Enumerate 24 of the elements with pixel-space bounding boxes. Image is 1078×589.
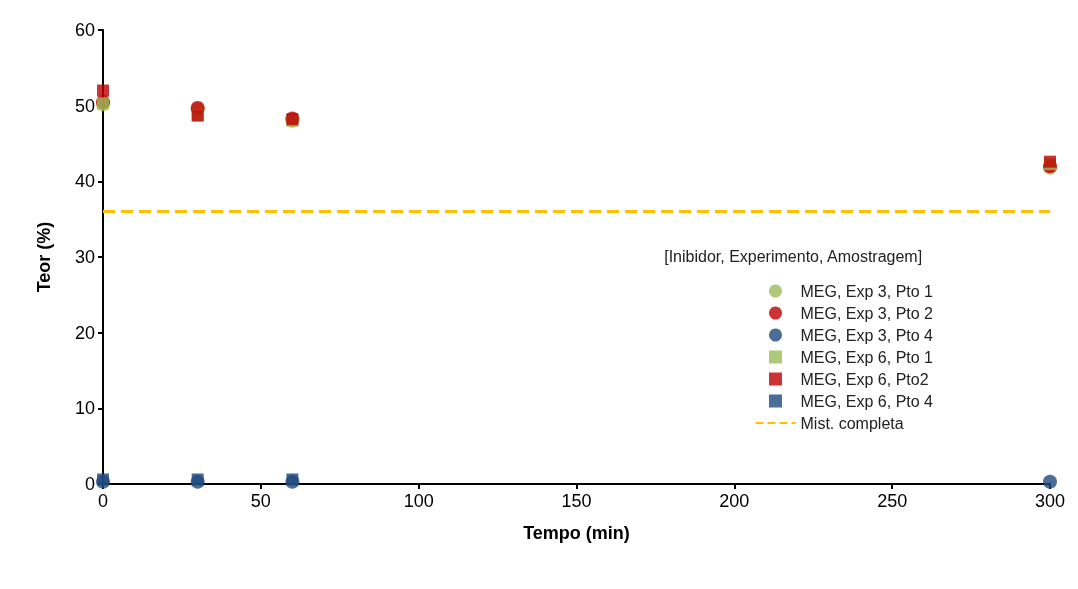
legend-label: MEG, Exp 3, Pto 4 [800, 326, 934, 344]
y-axis-title: Teor (%) [34, 221, 54, 293]
x-tick-label: 0 [97, 491, 109, 511]
legend-label: MEG, Exp 6, Pto 4 [800, 392, 934, 410]
x-tick-label: 150 [561, 491, 592, 511]
x-tick-label: 100 [403, 491, 434, 511]
x-tick-label: 250 [877, 491, 908, 511]
legend-label: MEG, Exp 3, Pto 1 [800, 282, 934, 300]
legend-label: MEG, Exp 6, Pto2 [800, 370, 929, 388]
legend-label: Mist. completa [800, 414, 904, 432]
legend-label: MEG, Exp 3, Pto 2 [800, 304, 934, 322]
y-tick-label: 30 [74, 247, 95, 267]
legend-title: [Inibidor, Experimento, Amostragem] [664, 247, 923, 265]
y-tick-label: 40 [74, 171, 95, 192]
x-axis-title: Tempo (min) [523, 523, 630, 543]
x-tick-label: 50 [250, 491, 271, 511]
x-tick-label: 200 [719, 491, 750, 511]
legend-label: MEG, Exp 6, Pto 1 [800, 348, 934, 366]
y-tick-label: 10 [74, 398, 95, 419]
x-tick-label: 300 [1034, 491, 1066, 511]
y-tick-label: 20 [74, 322, 95, 343]
y-tick-label: 0 [84, 474, 95, 494]
y-tick-label: 60 [74, 20, 95, 40]
y-tick-label: 50 [74, 95, 95, 116]
